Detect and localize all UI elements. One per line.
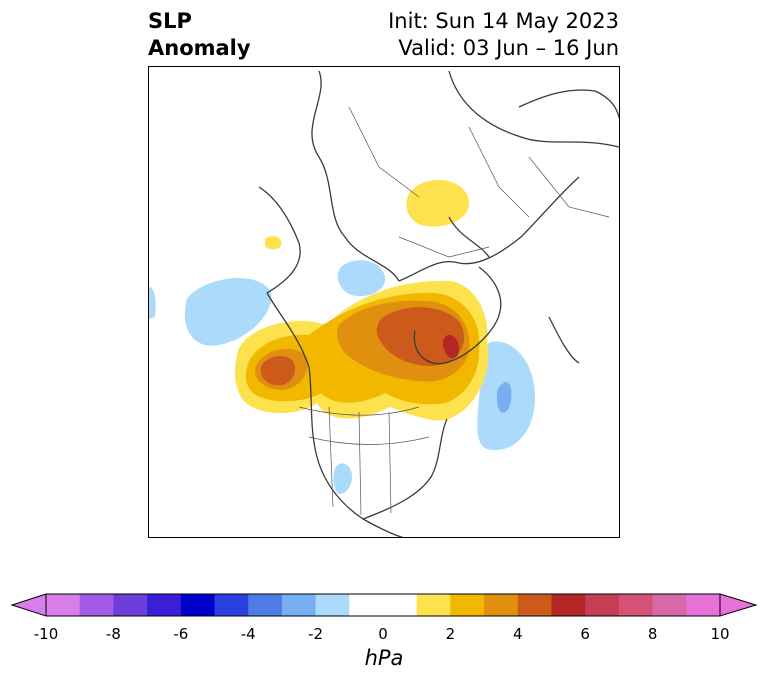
colorbar-svg (10, 593, 758, 617)
title-line-2: Anomaly (148, 36, 251, 60)
colorbar-segment (248, 594, 283, 616)
colorbar-segment (46, 594, 81, 616)
colorbar-tick-label: -4 (240, 625, 256, 643)
colorbar-segment (416, 594, 451, 616)
colorbar-segment (147, 594, 182, 616)
colorbar-tick-label: -10 (33, 625, 59, 643)
colorbar-segment (180, 594, 215, 616)
anomaly-southwest-us (333, 463, 352, 495)
colorbar-segment (686, 594, 721, 616)
colorbar-segment (652, 594, 687, 616)
colorbar-tick-label: 6 (580, 625, 590, 643)
colorbar-frame (45, 593, 721, 617)
colorbar-segment (281, 594, 317, 616)
anomaly-atlantic-edge (149, 287, 156, 319)
colorbar-tick-label: -2 (308, 625, 324, 643)
colorbar-segment (315, 594, 350, 616)
map-canvas (149, 70, 619, 537)
colorbar (10, 590, 758, 624)
colorbar-segment (450, 594, 485, 616)
colorbar-segment (618, 594, 654, 616)
colorbar-extend-max (719, 593, 758, 617)
colorbar-tick-label: 2 (445, 625, 456, 643)
colorbar-segment (113, 594, 148, 616)
anomaly-greenland-core (442, 334, 459, 359)
colorbar-segment (214, 594, 249, 616)
title-line-1: SLP (148, 9, 192, 33)
colorbar-tick-label: 4 (513, 625, 523, 643)
colorbar-tick-label: 8 (647, 625, 658, 643)
map-title: SLP Anomaly (148, 8, 251, 62)
colorbar-segment (79, 594, 114, 616)
anomaly-greenland-l4 (260, 307, 465, 386)
colorbar-segment (484, 594, 519, 616)
map-panel (148, 66, 620, 538)
anomaly-russia (406, 179, 470, 227)
colorbar-segment (551, 594, 586, 616)
anomaly-north-atlantic-core (496, 382, 512, 413)
colorbar-tick-label: -8 (105, 625, 121, 643)
colorbar-segment (349, 594, 384, 616)
positive-anomalies (235, 179, 489, 421)
political-borders (298, 106, 610, 516)
colorbar-tick-label: 10 (710, 625, 730, 643)
anomaly-small-pacific (265, 236, 282, 250)
valid-range: Valid: 03 Jun – 16 Jun (398, 36, 619, 60)
colorbar-tick-label: 0 (378, 625, 388, 643)
anomaly-north-pacific (184, 277, 272, 346)
anomaly-beaufort (337, 260, 386, 297)
colorbar-unit: hPa (364, 646, 404, 670)
coastlines (258, 70, 619, 537)
init-date: Init: Sun 14 May 2023 (388, 9, 619, 33)
map-subtitle: Init: Sun 14 May 2023 Valid: 03 Jun – 16… (388, 8, 619, 62)
colorbar-segment (517, 594, 552, 616)
colorbar-segment (585, 594, 620, 616)
colorbar-tick-label: -6 (173, 625, 189, 643)
colorbar-extend-min (10, 593, 47, 617)
colorbar-segment (383, 594, 418, 616)
negative-anomalies (149, 260, 535, 495)
